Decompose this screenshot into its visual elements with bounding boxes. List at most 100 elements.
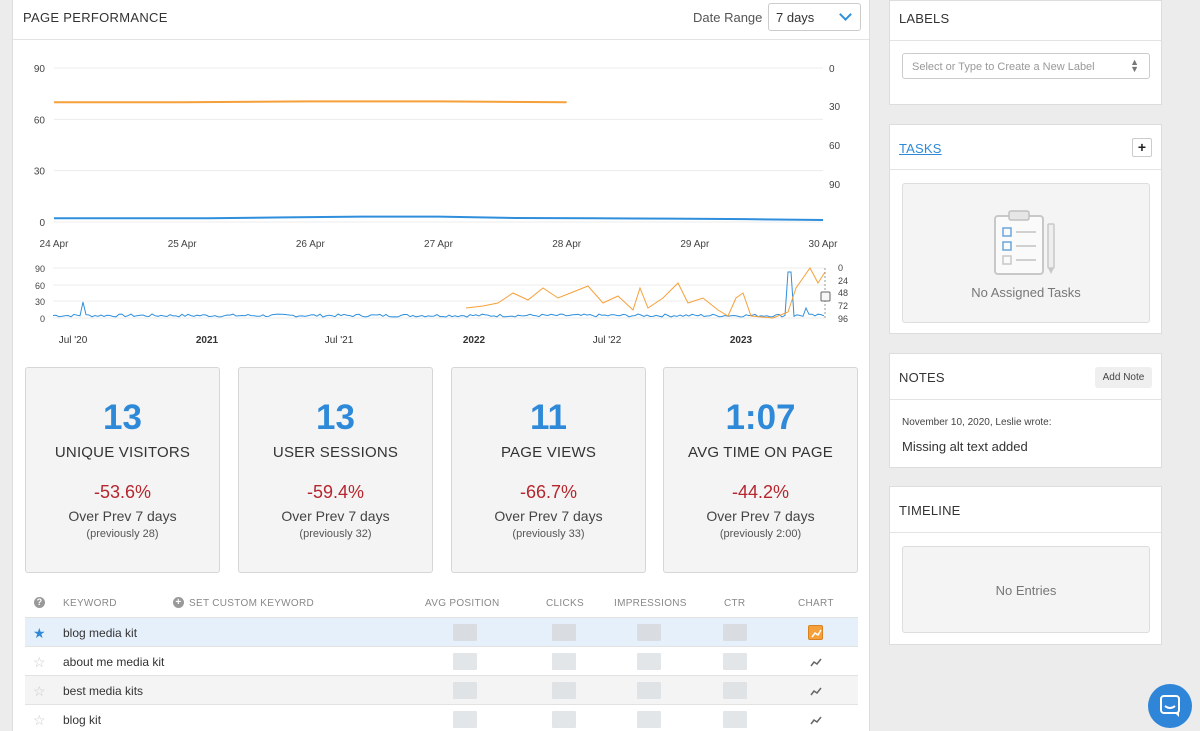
stat-label: USER SESSIONS: [272, 444, 399, 461]
keyword-text[interactable]: about me media kit: [63, 655, 165, 669]
x-tick: 26 Apr: [296, 239, 326, 250]
add-task-button[interactable]: +: [1132, 138, 1152, 157]
trend-chart-icon[interactable]: [808, 625, 823, 640]
labels-panel: LABELS Select or Type to Create a New La…: [889, 0, 1162, 105]
timeline-empty-state: No Entries: [902, 546, 1150, 633]
navigator-handle[interactable]: [820, 291, 831, 302]
keyword-text[interactable]: blog media kit: [63, 626, 138, 640]
stat-label: AVG TIME ON PAGE: [688, 444, 833, 461]
header-clicks[interactable]: CLICKS: [546, 598, 584, 609]
header-ctr[interactable]: CTR: [724, 598, 746, 609]
y-tick-right: 0: [829, 64, 835, 75]
keyword-text[interactable]: best media kits: [63, 684, 144, 698]
stat-label: PAGE VIEWS: [500, 444, 597, 461]
notes-panel: NOTES Add Note November 10, 2020, Leslie…: [889, 353, 1162, 468]
y-tick-right: 90: [829, 180, 841, 191]
series-line-blue: [54, 215, 824, 221]
keyword-text[interactable]: blog kit: [63, 713, 102, 727]
tasks-title-link[interactable]: TASKS: [899, 141, 942, 156]
main-line-chart: 90 60 30 0 0 30 60 90 24 Apr 25 Apr 26 Apr 27 Apr 28…: [34, 64, 841, 250]
chat-bubble-icon: [1160, 695, 1180, 717]
redacted-cell: [637, 624, 661, 641]
set-custom-keyword-link[interactable]: SET CUSTOM KEYWORD: [189, 598, 315, 609]
help-icon[interactable]: ?: [34, 597, 45, 608]
date-range-select[interactable]: 7 days: [768, 3, 861, 31]
date-range-label: Date Range: [693, 10, 763, 25]
table-row[interactable]: ☆ about me media kit: [25, 646, 858, 675]
timeline-empty-text: No Entries: [995, 583, 1057, 598]
stat-change: -44.2%: [731, 482, 790, 502]
trend-chart-icon[interactable]: [809, 655, 823, 669]
y-tick-left: 60: [34, 115, 46, 126]
overview-series-orange: [465, 267, 826, 319]
timeline-panel: TIMELINE No Entries: [889, 486, 1162, 645]
note-meta: November 10, 2020, Leslie wrote:: [902, 417, 1052, 428]
y-tick-left: 0: [39, 218, 45, 229]
redacted-cell: [552, 682, 576, 699]
star-icon[interactable]: ☆: [33, 712, 46, 728]
trend-chart-icon[interactable]: [809, 684, 823, 698]
timeline-title: TIMELINE: [899, 503, 961, 518]
overview-y-tick-left: 90: [35, 264, 45, 274]
note-text: Missing alt text added: [902, 439, 1028, 454]
star-icon[interactable]: ☆: [33, 683, 46, 699]
series-line-orange: [54, 100, 567, 104]
stat-value: 11: [530, 398, 567, 437]
x-tick: 28 Apr: [552, 239, 582, 250]
date-range-value: 7 days: [776, 10, 815, 25]
x-tick: 27 Apr: [424, 239, 454, 250]
clipboard-icon: [994, 210, 1055, 275]
stat-previous: (previously 28): [86, 528, 159, 540]
keywords-table-header: ? KEYWORD + SET CUSTOM KEYWORD AVG POSIT…: [25, 589, 858, 617]
up-down-icon: ▲ ▼: [1130, 57, 1139, 74]
header-impressions[interactable]: IMPRESSIONS: [614, 598, 687, 609]
redacted-cell: [453, 653, 477, 670]
stat-period: Over Prev 7 days: [706, 508, 815, 524]
label-select-placeholder: Select or Type to Create a New Label: [912, 61, 1095, 73]
notes-title: NOTES: [899, 370, 945, 385]
trend-chart-icon[interactable]: [809, 713, 823, 727]
stat-card: 13 UNIQUE VISITORS -53.6% Over Prev 7 days (…: [25, 367, 220, 573]
overview-x-tick: Jul '21: [325, 335, 354, 346]
overview-y-tick-right: 48: [838, 288, 848, 298]
overview-navigator-chart[interactable]: 90 60 30 0 0 24 48 72 96 Jul '20 2021 Jul '21 2022 Ju…: [13, 258, 853, 358]
overview-y-tick-left: 30: [35, 297, 45, 307]
redacted-cell: [723, 682, 747, 699]
overview-x-tick: 2021: [196, 335, 219, 346]
overview-y-tick-right: 0: [838, 263, 843, 273]
table-row[interactable]: ★ blog media kit: [25, 617, 858, 646]
stat-previous: (previously 32): [299, 528, 372, 540]
page-performance-panel: PAGE PERFORMANCE Date Range 7 days 90 60 3…: [12, 0, 870, 731]
star-icon[interactable]: ☆: [33, 654, 46, 670]
star-icon[interactable]: ★: [33, 625, 46, 641]
tasks-empty-text: No Assigned Tasks: [971, 285, 1081, 300]
redacted-cell: [723, 711, 747, 728]
table-row[interactable]: ☆ blog kit: [25, 704, 858, 731]
stat-period: Over Prev 7 days: [494, 508, 603, 524]
overview-x-tick: Jul '22: [593, 335, 622, 346]
y-tick-left: 30: [34, 167, 46, 178]
panel-title: PAGE PERFORMANCE: [23, 10, 168, 25]
plus-circle-icon[interactable]: +: [173, 597, 184, 608]
stat-change: -59.4%: [306, 482, 365, 502]
stat-value: 13: [316, 398, 355, 437]
x-tick: 30 Apr: [809, 239, 839, 250]
redacted-cell: [552, 653, 576, 670]
y-tick-right: 60: [829, 141, 841, 152]
tasks-panel: TASKS + No Assigned Tasks: [889, 124, 1162, 334]
overview-x-tick: 2023: [730, 335, 753, 346]
overview-x-tick: Jul '20: [59, 335, 88, 346]
chat-button[interactable]: [1148, 684, 1192, 728]
x-tick: 24 Apr: [40, 239, 70, 250]
header-keyword[interactable]: KEYWORD: [63, 598, 117, 609]
overview-y-tick-right: 72: [838, 301, 848, 311]
x-tick: 25 Apr: [168, 239, 198, 250]
header-avg-position[interactable]: AVG POSITION: [425, 598, 500, 609]
label-select-input[interactable]: Select or Type to Create a New Label ▲ ▼: [902, 53, 1150, 79]
stat-card: 13 USER SESSIONS -59.4% Over Prev 7 days (pr…: [238, 367, 433, 573]
add-note-button[interactable]: Add Note: [1095, 367, 1152, 388]
overview-x-tick: 2022: [463, 335, 486, 346]
overview-y-tick-left: 0: [40, 314, 45, 324]
table-row[interactable]: ☆ best media kits: [25, 675, 858, 704]
overview-y-tick-left: 60: [35, 281, 45, 291]
